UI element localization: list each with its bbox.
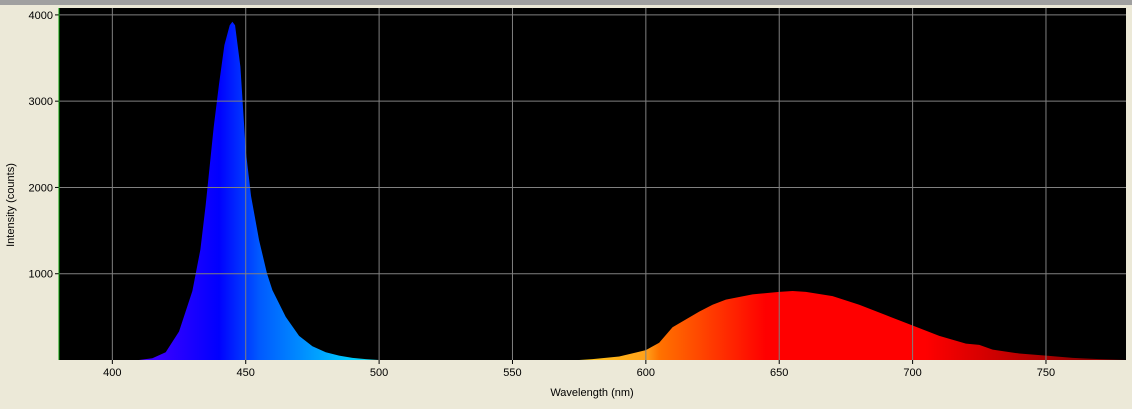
y-axis-label: Intensity (counts) (5, 163, 17, 247)
x-tick-label: 550 (503, 367, 521, 379)
x-tick-label: 600 (637, 367, 655, 379)
x-tick-label: 400 (103, 367, 121, 379)
x-tick-label: 650 (770, 367, 788, 379)
top-strip (0, 0, 1132, 5)
y-tick-label: 3000 (29, 96, 53, 108)
y-tick-label: 2000 (29, 182, 53, 194)
y-tick-label: 1000 (29, 269, 53, 281)
y-tick-label: 4000 (29, 10, 53, 22)
x-tick-label: 700 (903, 367, 921, 379)
x-axis-label: Wavelength (nm) (550, 387, 633, 399)
spectrum-area (139, 21, 1126, 360)
x-tick-label: 500 (370, 367, 388, 379)
x-tick-label: 450 (237, 367, 255, 379)
x-tick-label: 750 (1037, 367, 1055, 379)
